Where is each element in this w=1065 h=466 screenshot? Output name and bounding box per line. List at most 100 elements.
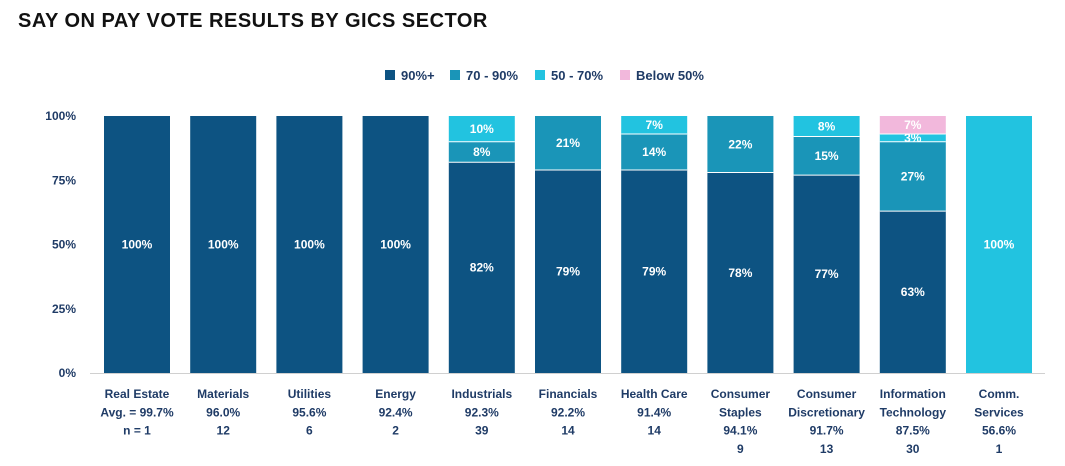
category-label-line: 92.2%: [551, 405, 585, 419]
bar-segment: [793, 175, 860, 373]
legend-label: Below 50%: [636, 68, 704, 83]
category-label-line: Staples: [719, 405, 762, 419]
category-label-line: 92.3%: [465, 405, 499, 419]
category-label: Energy 92.4% 2: [375, 387, 416, 438]
data-label: 8%: [818, 119, 836, 133]
category-label-line: Real Estate: [105, 387, 170, 401]
legend-swatch: [385, 70, 395, 80]
bar-segment: [448, 141, 515, 163]
data-label: 7%: [904, 118, 922, 132]
data-label: 10%: [470, 122, 494, 136]
data-label: 27%: [901, 169, 925, 183]
category-label: Information Technology 87.5% 30: [880, 387, 947, 456]
bar-segment: [190, 116, 257, 373]
data-label: 77%: [815, 267, 839, 281]
bar-segment: [966, 116, 1032, 373]
bar-segment: [104, 116, 170, 373]
category-label-line: 95.6%: [292, 405, 326, 419]
bar-segment: [621, 169, 688, 373]
category-label: Utilities 95.6% 6: [288, 387, 332, 438]
data-label: 100%: [122, 238, 153, 252]
category-label-line: 91.7%: [810, 424, 844, 438]
y-tick-label: 0%: [59, 366, 77, 380]
category-label: Health Care 91.4% 14: [621, 387, 688, 438]
category-label-line: Information: [880, 387, 946, 401]
bar-segment: [535, 169, 601, 373]
data-label: 15%: [815, 149, 839, 163]
category-label-line: 1: [996, 442, 1003, 456]
y-tick-label: 100%: [45, 109, 76, 123]
bar-segment: [621, 133, 688, 170]
category-label: Financials 92.2% 14: [539, 387, 598, 438]
y-tick-label: 75%: [52, 173, 76, 187]
category-label-line: Discretionary: [788, 405, 865, 419]
category-label-line: Energy: [375, 387, 416, 401]
category-label-line: 2: [392, 424, 399, 438]
data-label: 100%: [208, 238, 239, 252]
bar-segment: [793, 116, 860, 137]
category-label-line: Health Care: [621, 387, 688, 401]
category-label-line: 39: [475, 424, 489, 438]
category-label-line: Avg. = 99.7%: [100, 405, 174, 419]
bar-segment: [535, 116, 601, 170]
category-label-line: Industrials: [451, 387, 512, 401]
bar-segment: [621, 116, 688, 134]
category-label-line: 9: [737, 442, 744, 456]
bar-segment: [448, 162, 515, 373]
bar-segment: [362, 116, 429, 373]
category-label-line: 94.1%: [723, 424, 757, 438]
data-label: 63%: [901, 285, 925, 299]
data-label: 8%: [473, 145, 491, 159]
legend-swatch: [450, 70, 460, 80]
category-label: Consumer Staples 94.1% 9: [711, 387, 771, 456]
category-label-line: 30: [906, 442, 920, 456]
bar-segment: [793, 136, 860, 176]
data-label: 79%: [556, 264, 580, 278]
chart-title: SAY ON PAY VOTE RESULTS BY GICS SECTOR: [18, 10, 488, 32]
category-label: Real Estate Avg. = 99.7% n = 1: [100, 387, 174, 438]
category-label-line: Consumer: [797, 387, 857, 401]
bar-segment: [879, 133, 946, 142]
data-label: 82%: [470, 261, 494, 275]
category-label-line: 56.6%: [982, 424, 1016, 438]
data-label: 3%: [904, 131, 922, 145]
category-label: Materials 96.0% 12: [197, 387, 249, 438]
category-label: Comm. Services 56.6% 1: [974, 387, 1024, 456]
y-tick-label: 50%: [52, 238, 76, 252]
category-label-line: n = 1: [123, 424, 151, 438]
bar-segment: [879, 116, 946, 134]
category-label-line: Services: [974, 405, 1024, 419]
category-label-line: 91.4%: [637, 405, 671, 419]
category-label-line: 14: [648, 424, 662, 438]
bar-segment: [879, 211, 946, 373]
data-label: 21%: [556, 136, 580, 150]
category-label-line: Comm.: [979, 387, 1020, 401]
bar-segment: [879, 141, 946, 212]
category-label: Consumer Discretionary 91.7% 13: [788, 387, 865, 456]
legend-label: 90%+: [401, 68, 435, 83]
data-label: 7%: [646, 118, 664, 132]
category-label-line: 6: [306, 424, 313, 438]
category-label-line: 92.4%: [379, 405, 413, 419]
category-label-line: 96.0%: [206, 405, 240, 419]
data-label: 100%: [380, 238, 411, 252]
legend-label: 70 - 90%: [466, 68, 518, 83]
data-label: 100%: [294, 238, 325, 252]
y-tick-label: 25%: [52, 302, 76, 316]
category-label-line: 87.5%: [896, 424, 930, 438]
category-label-line: Materials: [197, 387, 249, 401]
data-label: 78%: [728, 266, 752, 280]
data-label: 100%: [984, 238, 1015, 252]
category-label-line: Utilities: [288, 387, 332, 401]
data-label: 22%: [728, 137, 752, 151]
bar-segment: [707, 172, 774, 373]
bar-segment: [276, 116, 343, 373]
legend-swatch: [535, 70, 545, 80]
category-label: Industrials 92.3% 39: [451, 387, 512, 438]
category-label-line: 13: [820, 442, 834, 456]
category-label-line: Technology: [880, 405, 947, 419]
bar-segment: [448, 116, 515, 142]
category-label-line: 12: [217, 424, 231, 438]
category-label-line: Consumer: [711, 387, 771, 401]
